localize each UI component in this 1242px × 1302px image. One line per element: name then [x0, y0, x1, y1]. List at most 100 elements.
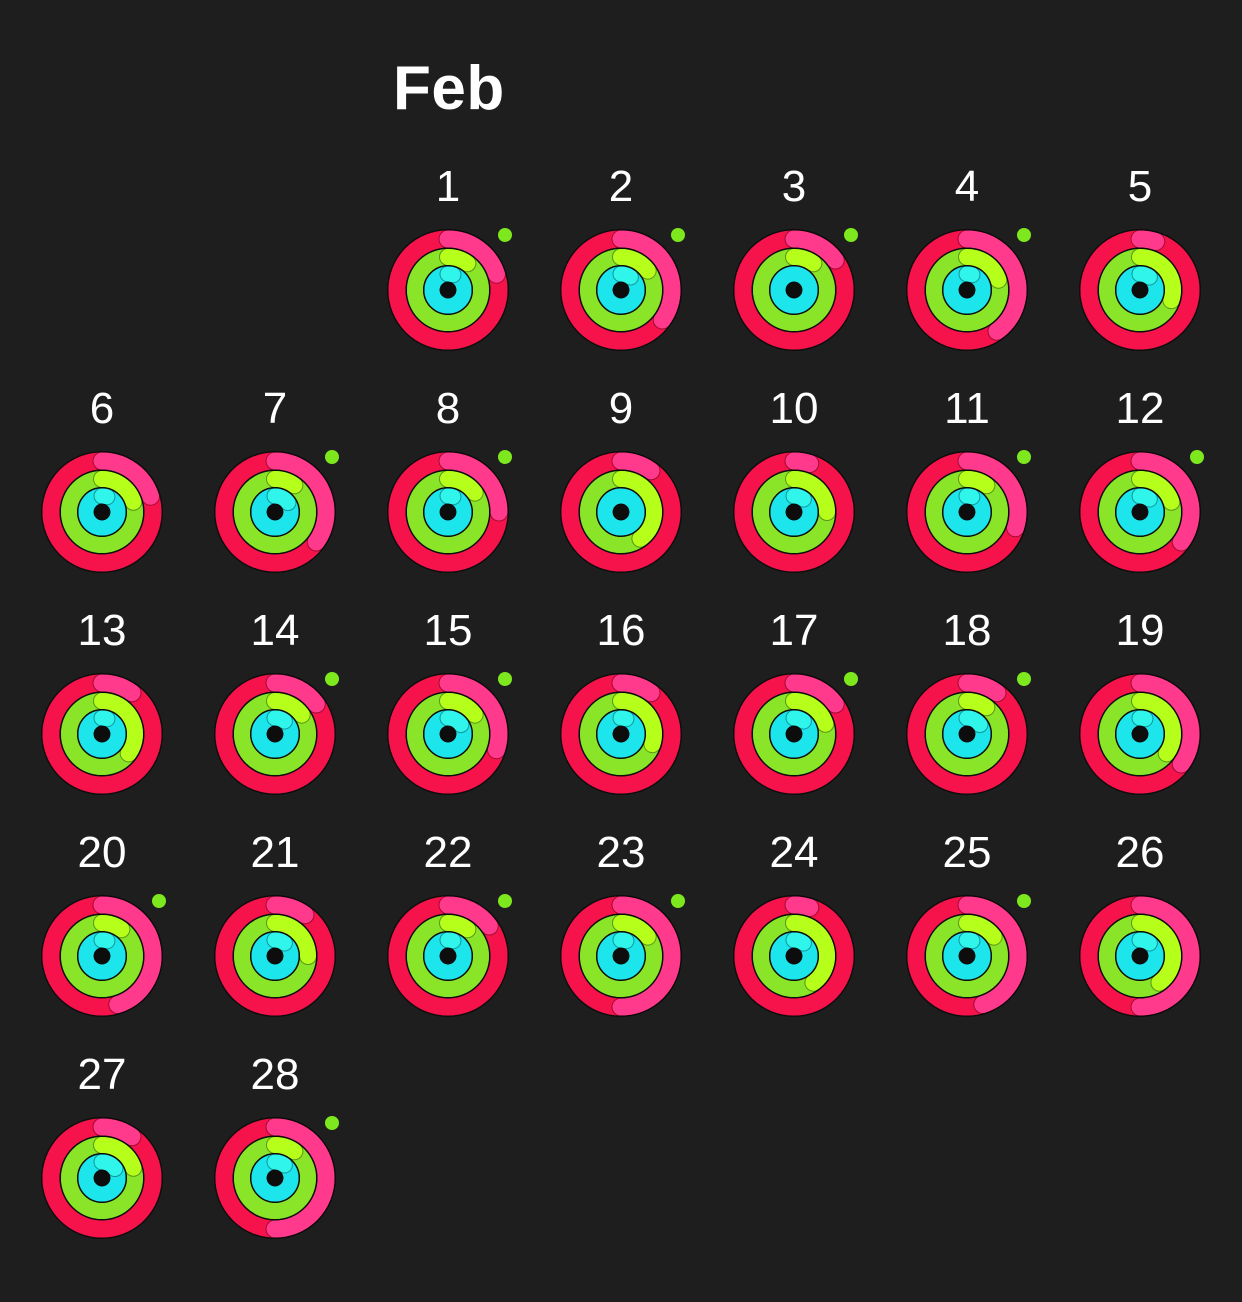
day-cell[interactable]: 14: [200, 604, 350, 814]
day-number: 18: [942, 606, 992, 655]
day-number: 2: [608, 162, 634, 211]
activity-rings-icon: [560, 894, 685, 1017]
ring-center: [613, 504, 629, 520]
day-cell[interactable]: 23: [546, 826, 696, 1036]
day-cell[interactable]: 6: [27, 382, 177, 592]
day-cell[interactable]: 10: [719, 382, 869, 592]
move-ring: [907, 673, 1027, 794]
day-cell[interactable]: 15: [373, 604, 523, 814]
stand-ring: [251, 709, 299, 758]
day-number: 21: [250, 828, 300, 877]
stand-ring: [251, 487, 299, 536]
day-cell[interactable]: 8: [373, 382, 523, 592]
achievement-dot-icon: [1190, 450, 1204, 464]
achievement-dot-icon: [498, 894, 512, 908]
activity-rings-icon: [41, 673, 163, 795]
exercise-ring: [926, 692, 1008, 775]
stand-ring: [943, 931, 991, 980]
day-cell[interactable]: 25: [892, 826, 1042, 1036]
exercise-ring: [407, 692, 489, 775]
achievement-dot-icon: [498, 672, 512, 686]
day-cell[interactable]: 12: [1065, 382, 1215, 592]
ring-center: [440, 504, 456, 520]
activity-rings-icon: [387, 894, 512, 1017]
ring-center: [959, 282, 975, 298]
day-cell[interactable]: 9: [546, 382, 696, 592]
ring-center: [94, 726, 110, 742]
day-number: 7: [262, 384, 288, 433]
exercise-ring: [580, 248, 662, 331]
activity-rings-icon: [387, 450, 512, 573]
day-cell[interactable]: 11: [892, 382, 1042, 592]
activity-rings-icon: [214, 672, 339, 795]
move-ring: [907, 451, 1028, 572]
day-cell[interactable]: 20: [27, 826, 177, 1036]
ring-center: [267, 948, 283, 964]
exercise-ring: [1099, 248, 1182, 331]
move-ring: [42, 895, 163, 1016]
day-cell[interactable]: 18: [892, 604, 1042, 814]
activity-rings-icon: [214, 1116, 339, 1239]
exercise-ring: [61, 692, 144, 775]
day-number: 28: [250, 1050, 300, 1099]
exercise-ring: [234, 1136, 316, 1219]
day-number: 5: [1127, 162, 1153, 211]
achievement-dot-icon: [844, 672, 858, 686]
day-cell[interactable]: 16: [546, 604, 696, 814]
activity-rings-icon: [560, 673, 682, 795]
day-cell[interactable]: 27: [27, 1048, 177, 1258]
move-ring: [388, 229, 508, 350]
day-cell[interactable]: 4: [892, 160, 1042, 370]
day-number: 26: [1115, 828, 1165, 877]
day-cell[interactable]: 13: [27, 604, 177, 814]
day-cell[interactable]: 5: [1065, 160, 1215, 370]
move-ring: [215, 451, 336, 572]
activity-rings-icon: [41, 894, 166, 1017]
move-ring: [561, 451, 681, 572]
stand-ring: [1116, 265, 1164, 314]
ring-center: [613, 948, 629, 964]
day-number: 16: [596, 606, 646, 655]
exercise-ring: [407, 248, 489, 331]
stand-ring: [597, 709, 645, 758]
day-cell[interactable]: 19: [1065, 604, 1215, 814]
activity-rings-icon: [1079, 673, 1201, 795]
ring-center: [440, 282, 456, 298]
move-ring: [388, 673, 509, 794]
month-title: Feb: [393, 54, 505, 123]
move-ring: [42, 451, 162, 572]
move-ring: [734, 673, 854, 794]
day-cell[interactable]: 28: [200, 1048, 350, 1258]
exercise-ring: [580, 692, 663, 775]
stand-ring: [770, 931, 818, 980]
day-cell[interactable]: 24: [719, 826, 869, 1036]
move-ring: [1080, 895, 1201, 1017]
stand-ring: [78, 931, 126, 980]
move-ring: [561, 673, 681, 794]
stand-ring: [1116, 709, 1164, 758]
achievement-dot-icon: [671, 228, 685, 242]
ring-center: [1132, 504, 1148, 520]
day-cell[interactable]: 2: [546, 160, 696, 370]
exercise-ring: [753, 692, 835, 775]
day-cell[interactable]: 3: [719, 160, 869, 370]
day-cell[interactable]: 7: [200, 382, 350, 592]
day-cell[interactable]: 22: [373, 826, 523, 1036]
ring-center: [94, 948, 110, 964]
day-cell[interactable]: 21: [200, 826, 350, 1036]
activity-rings-icon: [733, 228, 858, 351]
stand-ring: [597, 931, 645, 980]
day-cell[interactable]: 1: [373, 160, 523, 370]
ring-center: [440, 726, 456, 742]
stand-ring: [943, 487, 991, 536]
activity-rings-icon: [906, 450, 1031, 573]
day-cell[interactable]: 26: [1065, 826, 1215, 1036]
day-number: 9: [608, 384, 634, 433]
move-ring: [42, 673, 162, 794]
move-ring: [215, 673, 335, 794]
day-cell[interactable]: 17: [719, 604, 869, 814]
day-number: 1: [435, 162, 461, 211]
achievement-dot-icon: [325, 1116, 339, 1130]
stand-ring: [770, 487, 818, 536]
